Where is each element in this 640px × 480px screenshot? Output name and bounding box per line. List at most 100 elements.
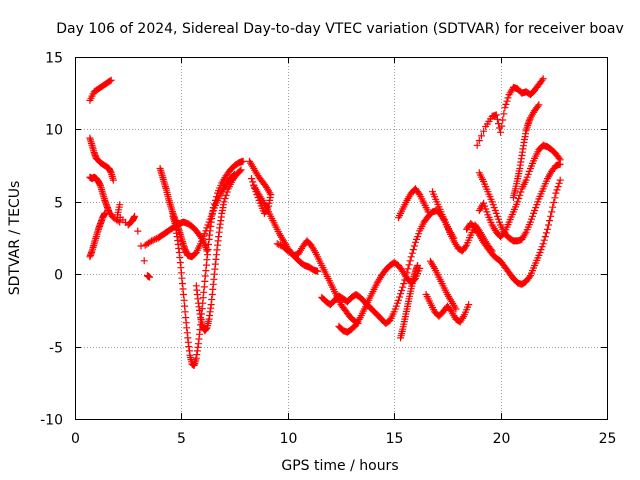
data-point <box>114 217 122 225</box>
data-point <box>211 196 219 204</box>
data-point <box>275 241 283 248</box>
x-axis-label: GPS time / hours <box>281 458 398 474</box>
data-point <box>548 208 556 216</box>
data-point <box>213 193 220 201</box>
x-tick-label: 0 <box>71 431 80 447</box>
data-point <box>550 199 558 206</box>
data-point <box>109 176 117 184</box>
series-trace-x <box>473 75 547 149</box>
data-point <box>106 77 114 85</box>
data-point <box>539 240 547 248</box>
data-point <box>396 293 403 301</box>
data-point <box>551 194 559 202</box>
series-trace-k <box>250 182 322 275</box>
series-trace-s <box>426 257 460 313</box>
data-point <box>221 195 229 202</box>
data-point <box>223 188 231 196</box>
y-tick-label: 0 <box>54 268 63 284</box>
data-point <box>540 236 548 244</box>
data-point <box>503 97 511 105</box>
data-point <box>222 191 230 199</box>
data-point <box>493 115 501 123</box>
data-point <box>146 273 153 281</box>
data-point <box>545 221 552 229</box>
data-point <box>556 156 564 164</box>
data-point <box>541 233 549 241</box>
data-point <box>409 246 417 254</box>
data-point <box>549 203 557 211</box>
series-trace-a <box>86 76 115 104</box>
y-tick-label: 10 <box>45 123 63 139</box>
data-point <box>556 176 564 184</box>
data-point <box>100 193 108 201</box>
chart-title: Day 106 of 2024, Sidereal Day-to-day VTE… <box>56 21 624 37</box>
data-point <box>525 273 533 281</box>
data-point <box>554 183 562 191</box>
series-trace-e <box>114 201 153 281</box>
data-point <box>148 237 156 245</box>
data-point <box>553 186 561 194</box>
data-point <box>462 243 469 251</box>
series-trace-l <box>273 237 362 327</box>
data-point <box>402 272 410 280</box>
series-trace-q <box>397 262 422 342</box>
data-point <box>517 188 525 196</box>
series-trace-u <box>463 176 564 288</box>
series-trace-i <box>192 166 245 335</box>
series-trace-p <box>395 185 432 222</box>
x-tick-label: 20 <box>493 431 511 447</box>
data-point <box>477 132 485 140</box>
series-trace-d <box>86 209 109 261</box>
data-point <box>405 261 413 269</box>
data-point <box>555 179 563 187</box>
data-points <box>86 75 564 369</box>
data-point <box>498 122 506 130</box>
series-trace-h <box>169 157 247 369</box>
data-point <box>552 189 560 197</box>
series-trace-r <box>422 291 473 326</box>
data-point <box>538 76 546 84</box>
plot-frame <box>75 57 608 420</box>
data-point <box>134 227 142 235</box>
data-point <box>415 189 423 197</box>
data-point <box>403 269 411 277</box>
data-point <box>220 198 228 206</box>
series-trace-c <box>86 173 124 226</box>
data-point <box>500 229 508 237</box>
data-point <box>249 178 257 186</box>
data-point <box>131 212 139 220</box>
data-point <box>452 305 460 313</box>
x-tick-label: 5 <box>177 431 186 447</box>
y-tick-label: 15 <box>45 51 63 67</box>
y-axis-label: SDTVAR / TECUs <box>7 181 23 296</box>
data-point <box>500 110 508 118</box>
data-point <box>480 127 488 135</box>
data-point <box>397 290 405 298</box>
x-tick-label: 10 <box>280 431 298 447</box>
data-point <box>547 212 555 220</box>
data-point <box>407 253 415 261</box>
data-point <box>401 276 409 284</box>
data-point <box>149 236 157 244</box>
x-tick-label: 25 <box>599 431 617 447</box>
series-trace-j <box>246 157 275 217</box>
series-trace-w <box>475 141 564 241</box>
data-point <box>473 141 481 149</box>
data-point <box>408 249 416 257</box>
data-point <box>515 195 523 202</box>
series-trace-y <box>509 101 543 201</box>
axis-ticks: 0 5 10 15 20 25 -10 -5 0 5 10 15 <box>40 51 616 448</box>
data-point <box>395 296 402 304</box>
data-point <box>497 128 505 136</box>
data-point <box>92 234 100 242</box>
data-point <box>516 191 524 199</box>
data-point <box>140 257 148 265</box>
data-point <box>210 200 218 208</box>
data-point <box>501 104 509 112</box>
data-point <box>273 240 281 248</box>
data-point <box>543 225 551 233</box>
y-tick-label: -5 <box>49 341 63 357</box>
data-point <box>465 301 473 309</box>
data-point <box>398 287 406 294</box>
